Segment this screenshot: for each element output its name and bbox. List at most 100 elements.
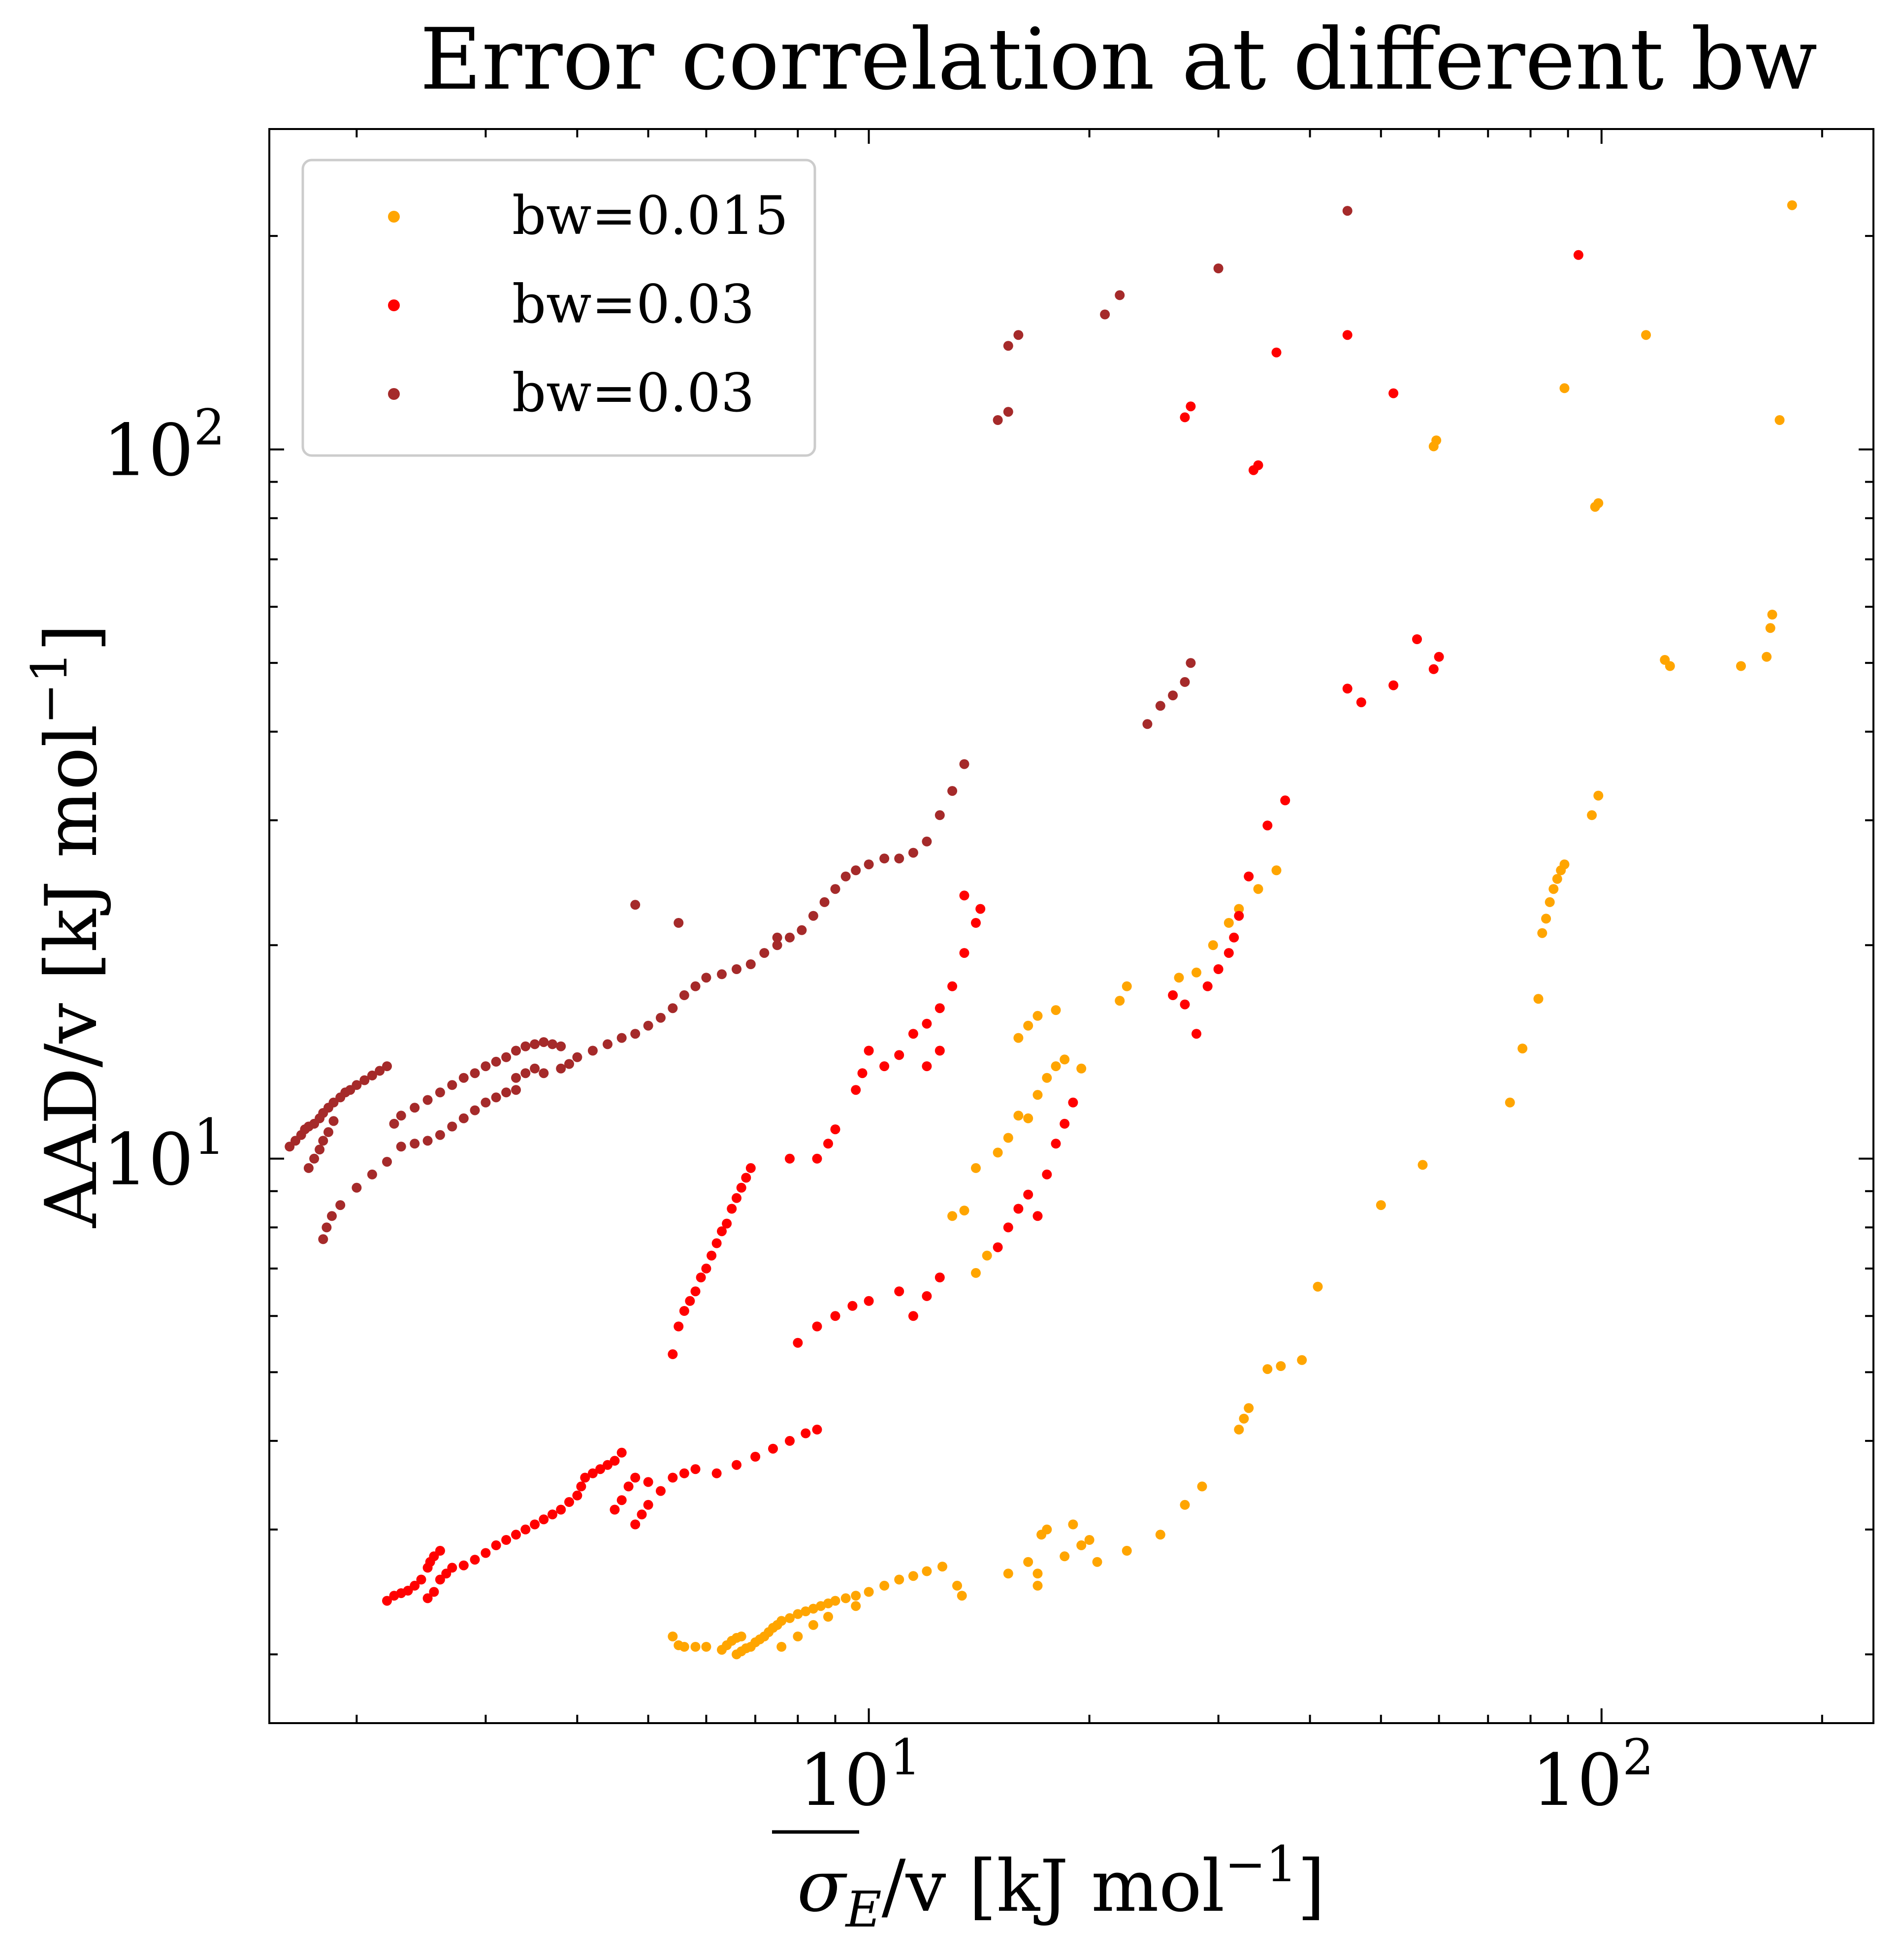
data-point [630, 1472, 641, 1483]
data-point [1253, 884, 1263, 894]
data-point [1505, 1097, 1515, 1108]
data-point [1122, 981, 1132, 991]
data-point [971, 1163, 981, 1173]
data-point [1434, 652, 1444, 662]
data-point [864, 1587, 874, 1597]
data-point [679, 990, 689, 1000]
data-point [785, 1153, 795, 1164]
data-point [1032, 1211, 1043, 1221]
data-point [511, 1073, 521, 1083]
data-point [389, 1118, 399, 1129]
data-point [655, 1013, 666, 1023]
data-point [1244, 1403, 1254, 1413]
data-point [1155, 1530, 1165, 1540]
data-point [894, 1574, 904, 1585]
data-point [823, 1612, 833, 1622]
data-point [315, 1144, 325, 1155]
data-point [447, 1563, 457, 1573]
data-point [776, 1616, 787, 1626]
data-point [1180, 999, 1190, 1010]
data-point [1115, 996, 1125, 1006]
data-point [318, 1234, 328, 1244]
data-point [318, 1136, 328, 1146]
data-point [511, 1530, 521, 1540]
legend-marker [388, 211, 400, 223]
data-point [959, 890, 969, 901]
data-point [947, 981, 958, 991]
data-point [616, 1033, 627, 1043]
data-point [1559, 383, 1570, 393]
data-point [556, 1041, 566, 1051]
data-point [851, 1601, 861, 1611]
data-point [732, 1460, 741, 1470]
data-point [1787, 200, 1797, 210]
data-point [1224, 948, 1234, 958]
data-point [947, 1211, 958, 1221]
data-point [422, 1095, 433, 1105]
data-point [1197, 1481, 1207, 1492]
data-point [1593, 498, 1604, 508]
data-point [1168, 690, 1178, 701]
legend-item-2: bw=0.03 [388, 274, 755, 335]
data-point [1142, 719, 1153, 729]
data-point [801, 1606, 811, 1616]
data-point [812, 1153, 822, 1164]
data-point [587, 1468, 598, 1478]
data-point [732, 1193, 741, 1203]
data-point [993, 1242, 1003, 1252]
data-point [1388, 680, 1399, 690]
data-point [957, 1591, 967, 1601]
data-point [539, 1514, 549, 1525]
data-point [309, 1153, 320, 1164]
data-point [1155, 701, 1165, 711]
data-point [993, 415, 1003, 425]
data-point [1023, 1557, 1033, 1567]
data-point [1060, 1551, 1070, 1562]
data-point [785, 1613, 795, 1623]
data-point [458, 1113, 469, 1123]
data-point [1533, 994, 1544, 1004]
data-point [1239, 1413, 1249, 1424]
data-point [908, 1029, 918, 1039]
data-point [959, 1206, 969, 1216]
data-point [674, 918, 684, 928]
data-point [952, 1580, 962, 1591]
data-point [435, 1574, 445, 1585]
data-point [908, 1311, 918, 1321]
data-point [1092, 1557, 1102, 1567]
data-point [971, 918, 981, 928]
data-point [793, 1632, 803, 1641]
data-point [352, 1182, 362, 1193]
x-axis-label-sub: E [845, 1881, 882, 1938]
data-point [1271, 347, 1282, 358]
data-point [1180, 412, 1190, 423]
data-point [1356, 697, 1366, 708]
data-point [323, 1127, 333, 1137]
data-point [548, 1039, 557, 1049]
data-point [922, 836, 932, 847]
data-point [610, 1456, 620, 1466]
data-point [864, 859, 874, 870]
data-point [1192, 967, 1201, 978]
data-point [491, 1056, 501, 1067]
data-point [879, 853, 890, 864]
data-point [328, 1116, 339, 1126]
data-point [1342, 684, 1353, 694]
data-point [959, 948, 969, 958]
data-point [934, 810, 945, 820]
ticks-layer: 101 102 101 102 [103, 129, 1873, 1822]
data-point [501, 1087, 512, 1098]
data-point [1552, 874, 1562, 884]
data-point [1234, 911, 1244, 921]
data-point [1545, 897, 1555, 907]
data-point [1280, 795, 1290, 806]
data-point [458, 1560, 469, 1570]
data-point [520, 1524, 531, 1535]
legend-box [301, 159, 816, 457]
data-point [711, 1468, 722, 1478]
data-point [736, 1182, 746, 1193]
data-point [1767, 610, 1777, 620]
data-point [375, 1066, 385, 1076]
data-point [668, 1003, 678, 1013]
